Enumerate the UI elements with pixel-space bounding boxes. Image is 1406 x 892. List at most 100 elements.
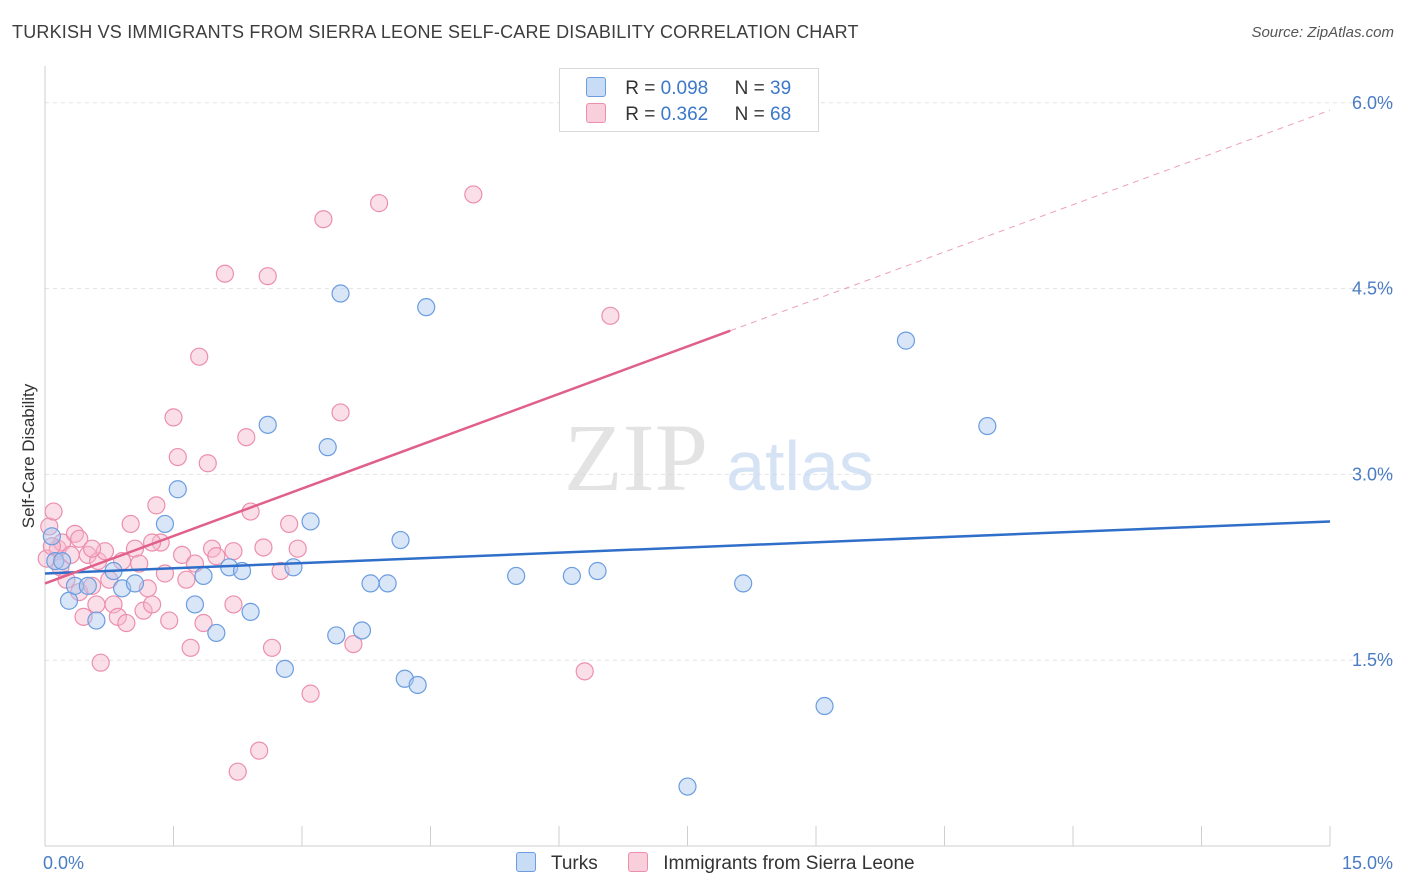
sierra-leone-point-2 [44, 502, 63, 521]
sierra-leone-point-40 [198, 454, 217, 473]
r-label: R = [625, 104, 656, 125]
turks-point-5 [78, 576, 97, 595]
sierra-leone-point-43 [215, 264, 234, 283]
trend-lines [44, 109, 1331, 585]
sierra-leone-point-57 [331, 403, 350, 422]
turks-point-9 [125, 574, 145, 593]
sierra-leone-point-35 [177, 570, 196, 589]
turks-point-23 [327, 626, 346, 645]
turks-point-24 [331, 284, 350, 303]
turks-point-27 [378, 574, 397, 593]
turks-point-31 [417, 298, 436, 317]
n-value-sierra-leone: 68 [770, 104, 792, 125]
turks-point-13 [194, 566, 213, 586]
sierra-leone-point-66 [224, 542, 243, 561]
sierra-leone-point-56 [314, 210, 333, 229]
turks-point-37 [815, 696, 834, 716]
turks-point-19 [275, 659, 294, 678]
turks-point-30 [408, 675, 427, 695]
turks-point-1 [46, 551, 65, 571]
sierra-leone-point-31 [160, 611, 179, 630]
turks-point-35 [678, 777, 697, 796]
turks-legend-swatch [516, 852, 536, 872]
turks-point-0 [42, 527, 61, 546]
turks-point-21 [301, 512, 320, 531]
sierra-leone-point-39 [194, 613, 213, 633]
turks-point-18 [258, 415, 277, 434]
turks-point-20 [284, 558, 303, 577]
sierra-leone-point-13 [87, 595, 106, 614]
sierra-leone-point-53 [280, 514, 299, 534]
sierra-leone-point-27 [142, 595, 162, 614]
sierra-leone-point-46 [237, 428, 256, 447]
sierra-leone-point-51 [262, 638, 282, 657]
turks-point-14 [207, 623, 226, 643]
sierra-leone-point-21 [117, 613, 136, 633]
sierra-leone-point-34 [172, 545, 192, 565]
turks-point-39 [978, 416, 997, 436]
y-axis-label: Self-Care Disability [19, 383, 38, 528]
turks-point-25 [352, 621, 372, 640]
n-value-turks: 39 [770, 78, 792, 99]
sierra-leone-point-62 [601, 306, 620, 325]
x-tick-label-min: 0.0% [43, 853, 84, 873]
turks-point-33 [562, 566, 581, 586]
y-tick-label-3: 6.0% [1352, 93, 1393, 113]
turks-point-28 [391, 530, 410, 550]
sierra-leone-point-45 [228, 762, 247, 781]
watermark-atlas: atlas [726, 427, 874, 505]
y-tick-label-0: 1.5% [1352, 650, 1393, 670]
sierra-leone-point-42 [207, 547, 226, 566]
legend-item-sierra-leone: Immigrants from Sierra Leone [628, 852, 915, 875]
chart-title: TURKISH VS IMMIGRANTS FROM SIERRA LEONE … [12, 22, 859, 42]
y-tick-label-2: 4.5% [1352, 279, 1393, 299]
stats-legend: R = 0.098 N = 39 R = 0.362 N = 68 [559, 68, 819, 132]
turks-point-34 [588, 561, 607, 581]
turks-point-26 [361, 574, 380, 593]
r-value-turks: 0.098 [660, 78, 709, 99]
turks-point-4 [65, 576, 85, 595]
sierra-leone-point-48 [250, 741, 269, 760]
axes [44, 66, 1331, 847]
sierra-leone-point-67 [83, 539, 102, 558]
sierra-leone-point-44 [224, 595, 243, 614]
sierra-leone-point-28 [147, 496, 166, 515]
turks-point-10 [155, 514, 175, 534]
sierra-leone-point-63 [42, 537, 61, 556]
tick-labels: 1.5% 3.0% 4.5% 6.0% 0.0% 15.0% [43, 93, 1393, 873]
sierra-leone-point-49 [254, 538, 273, 557]
sierra-leone-point-38 [190, 347, 209, 366]
n-label: N = [734, 104, 765, 125]
data-points [37, 185, 997, 796]
sierra-leone-point-33 [168, 447, 187, 467]
sierra-leone-swatch [586, 103, 606, 123]
sierra-leone-point-58 [344, 634, 363, 654]
sierra-leone-point-15 [91, 653, 110, 672]
turks-point-17 [241, 602, 260, 621]
turks-point-11 [168, 480, 187, 499]
stats-row-turks: R = 0.098 N = 39 [586, 77, 791, 101]
turks-point-2 [53, 551, 72, 571]
turks-swatch [586, 77, 606, 97]
r-value-sierra-leone: 0.362 [660, 104, 709, 125]
turks-point-12 [185, 595, 205, 614]
sierra-leone-point-54 [288, 539, 307, 558]
n-label: N = [734, 78, 765, 99]
x-tick-label-max: 15.0% [1342, 853, 1393, 873]
sierra-leone-trend-line [44, 329, 731, 585]
sierra-leone-legend-swatch [628, 852, 648, 872]
sierra-leone-point-61 [575, 662, 594, 681]
sierra-leone-point-36 [181, 638, 200, 657]
sierra-leone-point-59 [370, 194, 389, 213]
turks-point-38 [896, 331, 916, 350]
sierra-leone-legend-label: Immigrants from Sierra Leone [663, 853, 915, 874]
turks-legend-label: Turks [550, 853, 598, 874]
sierra-leone-point-22 [121, 514, 140, 534]
turks-point-36 [734, 574, 753, 593]
r-label: R = [625, 78, 656, 99]
sierra-leone-point-60 [464, 185, 483, 204]
sierra-leone-point-64 [70, 529, 89, 548]
watermark-zip: ZIP [564, 404, 708, 511]
source-label: Source: ZipAtlas.com [1251, 24, 1394, 41]
